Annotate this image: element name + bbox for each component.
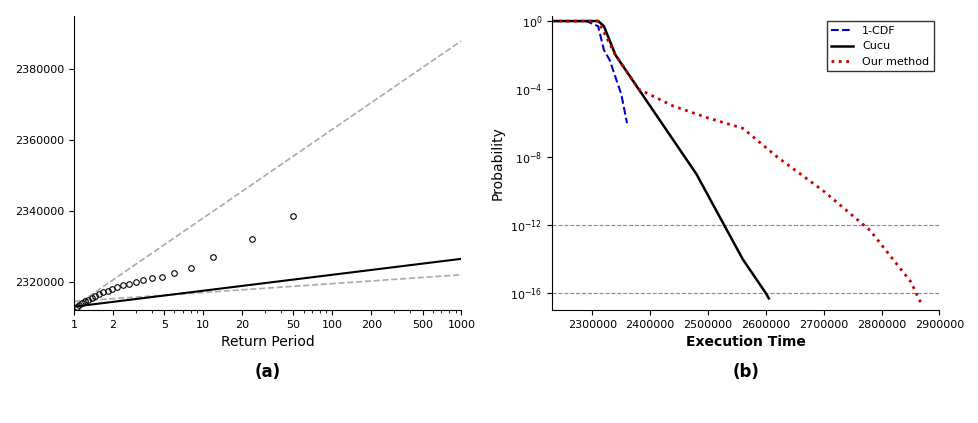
Line: 1-CDF: 1-CDF [552,21,627,123]
Cucu [689,172,701,177]
Cucu [598,24,609,29]
1-CDF [580,19,592,24]
Cucu [632,87,644,92]
Cucu [655,121,667,126]
1-CDF [546,19,557,24]
Cucu [609,52,621,58]
Text: (a): (a) [254,363,281,381]
X-axis label: Return Period: Return Period [221,335,314,349]
Cucu [762,296,774,301]
Our method [817,189,828,194]
Our method [592,19,603,24]
Y-axis label: Probability: Probability [490,126,504,200]
Our method [592,19,603,24]
Our method [701,115,713,121]
Cucu [586,19,598,24]
X-axis label: Execution Time: Execution Time [685,335,805,349]
Our method [864,228,875,233]
Line: Cucu: Cucu [552,21,768,298]
Our method [546,19,557,24]
Cucu [759,291,771,296]
Our method [771,154,782,159]
Cucu [580,19,592,24]
Text: (b): (b) [732,363,758,381]
Legend: 1-CDF, Cucu, Our method: 1-CDF, Cucu, Our method [825,22,933,71]
1-CDF [609,75,621,80]
Line: Our method: Our method [552,21,921,305]
Our method [904,279,915,284]
Our method [580,19,592,24]
Our method [736,126,748,131]
Our method [586,19,598,24]
Cucu [592,19,603,24]
1-CDF [603,58,615,63]
1-CDF [592,24,603,29]
Cucu [736,257,748,262]
Cucu [546,19,557,24]
Cucu [592,19,603,24]
Our method [632,87,644,92]
Our method [609,52,621,58]
Our method [915,302,927,308]
Our method [667,104,679,109]
1-CDF [562,19,574,24]
1-CDF [621,121,633,126]
1-CDF [615,92,627,97]
1-CDF [598,47,609,52]
